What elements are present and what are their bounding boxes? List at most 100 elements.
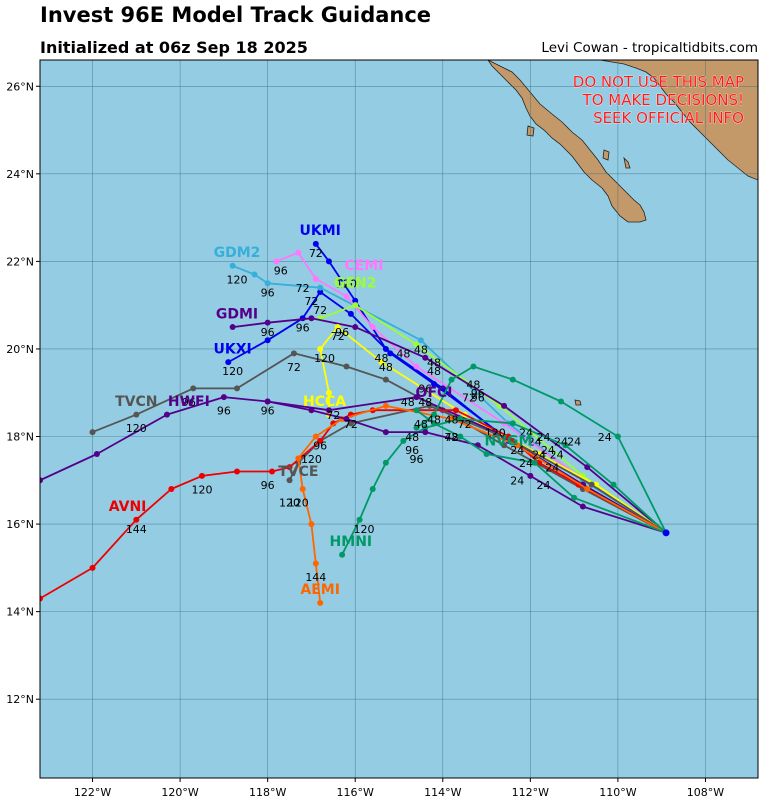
lat-tick-label: 26°N — [6, 80, 34, 93]
latitude-axis: 12°N 14°N 16°N 18°N 20°N 22°N 24°N 26°N — [6, 80, 40, 706]
track-point — [286, 464, 293, 471]
hour-label: 48 — [396, 348, 410, 361]
hour-label: 96 — [410, 453, 424, 466]
track-point — [431, 420, 438, 427]
hour-label: 96 — [261, 405, 275, 418]
hour-label: 96 — [471, 391, 485, 404]
track-point — [312, 560, 319, 567]
track-point — [457, 416, 464, 422]
model-label-nvgm: NVGM — [484, 433, 532, 449]
hour-label: 72 — [458, 418, 472, 431]
hour-label: 96 — [261, 286, 275, 299]
track-point — [422, 354, 429, 361]
track-point — [334, 324, 341, 331]
warning-notice: DO NOT USE THIS MAP TO MAKE DECISIONS! S… — [572, 73, 744, 128]
lon-tick-label: 120°W — [161, 786, 198, 799]
lon-tick-label: 122°W — [74, 786, 111, 799]
hour-label: 72 — [326, 409, 340, 422]
track-point — [273, 258, 280, 265]
track-point — [317, 599, 324, 606]
hour-label: 72 — [304, 295, 318, 308]
track-point — [295, 249, 302, 256]
track-point — [584, 464, 591, 471]
track-point — [588, 481, 595, 488]
track-point — [317, 289, 324, 296]
hour-label: 24 — [536, 479, 550, 492]
model-label-hwfi: HWFI — [168, 394, 210, 410]
track-point — [229, 324, 236, 331]
hour-label: 120 — [314, 352, 335, 365]
track-point — [168, 486, 175, 493]
track-point — [562, 442, 569, 449]
track-point — [431, 411, 438, 418]
hour-label: 72 — [462, 391, 476, 404]
track-point — [308, 521, 315, 528]
hour-label: 72 — [309, 247, 323, 260]
track-point — [448, 376, 455, 383]
track-point — [352, 297, 359, 304]
track-point — [89, 564, 96, 571]
warning-line-2: TO MAKE DECISIONS! — [582, 91, 744, 109]
track-point — [295, 455, 302, 462]
hour-label: 48 — [427, 413, 441, 426]
track-point — [422, 429, 429, 436]
track-point — [264, 319, 271, 326]
track-point — [413, 424, 420, 431]
track-point — [251, 271, 258, 278]
hour-label: 48 — [427, 356, 441, 369]
hour-label: 96 — [274, 265, 288, 278]
track-point — [339, 551, 346, 558]
lon-tick-label: 112°W — [512, 786, 549, 799]
track-point — [264, 398, 271, 405]
track-hmni — [339, 416, 670, 558]
hour-label: 72 — [296, 282, 310, 295]
track-point — [413, 341, 420, 348]
model-label-hcca: HCCA — [303, 394, 346, 410]
track-point — [234, 385, 241, 392]
track-point — [501, 402, 508, 409]
model-label-gen2: GEN2 — [334, 276, 377, 292]
track-point — [225, 359, 232, 366]
hour-label: 144 — [305, 571, 326, 584]
track-line-nvgm — [415, 365, 667, 534]
hour-label: 24 — [519, 457, 533, 470]
hour-label: 72 — [331, 330, 345, 343]
model-label-gdm2: GDM2 — [214, 245, 261, 261]
hour-label: 96 — [471, 387, 485, 400]
hour-label: 48 — [401, 396, 415, 409]
lat-tick-label: 14°N — [6, 606, 34, 619]
hour-label: 24 — [519, 427, 533, 440]
hour-label: 120 — [288, 497, 309, 510]
track-point — [40, 595, 43, 602]
model-label-gdmi: GDMI — [216, 306, 258, 322]
lat-tick-label: 20°N — [6, 343, 34, 356]
hour-label: 72 — [287, 361, 301, 374]
hour-label: 48 — [445, 413, 459, 426]
lat-tick-label: 12°N — [6, 693, 34, 706]
track-point — [93, 451, 100, 458]
hour-label: 120 — [191, 483, 212, 496]
hour-label: 120 — [227, 273, 248, 286]
lon-tick-label: 110°W — [599, 786, 636, 799]
hour-label: 48 — [405, 431, 419, 444]
lon-tick-label: 114°W — [424, 786, 461, 799]
hour-label: 96 — [296, 321, 310, 334]
island-land — [574, 399, 582, 406]
track-point — [557, 398, 564, 405]
island-land — [623, 156, 631, 169]
hour-label: 96 — [335, 326, 349, 339]
track-point — [382, 459, 389, 466]
longitude-axis: 122°W 120°W 118°W 116°W 114°W 112°W 110°W 108°W — [74, 778, 724, 799]
hour-label: 24 — [536, 431, 550, 444]
track-point — [431, 380, 438, 387]
hour-label: 24 — [510, 475, 524, 488]
track-line-tvce — [288, 404, 667, 534]
lat-lon-grid — [40, 60, 758, 778]
hour-label: 24 — [528, 435, 542, 448]
track-point — [457, 433, 464, 440]
hour-label: 24 — [567, 435, 581, 448]
track-point — [579, 503, 586, 510]
track-point — [356, 516, 363, 523]
